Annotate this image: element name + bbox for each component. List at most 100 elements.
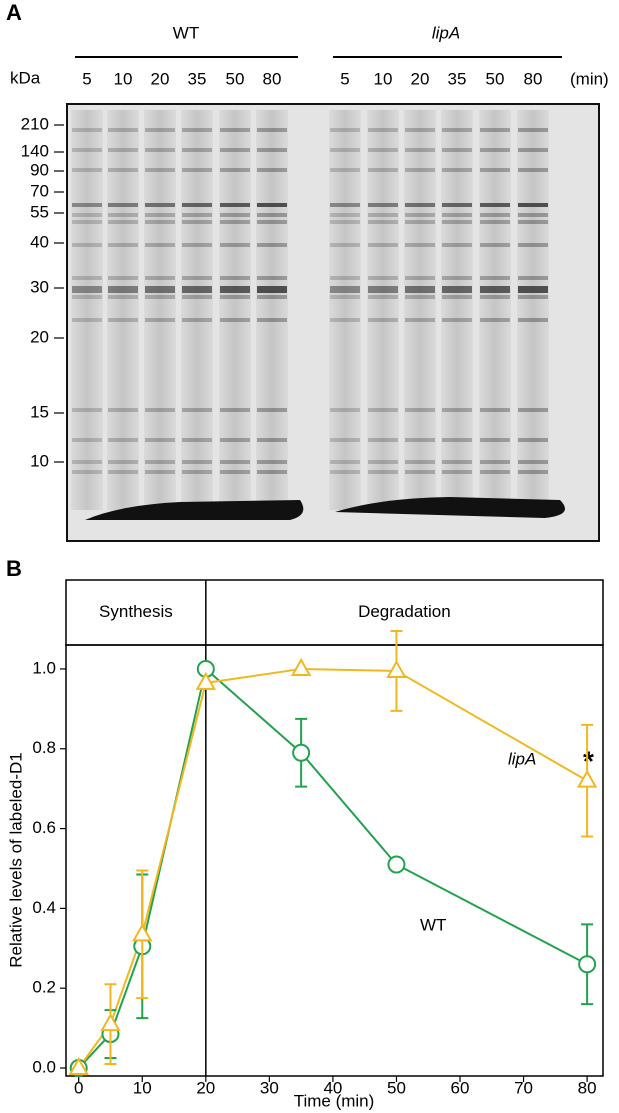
band	[480, 276, 510, 280]
band	[145, 438, 175, 442]
band	[518, 295, 548, 299]
band	[442, 286, 472, 293]
band	[108, 295, 138, 299]
band	[182, 470, 212, 474]
band	[442, 148, 472, 152]
band	[518, 438, 548, 442]
band	[330, 203, 360, 207]
band	[480, 220, 510, 224]
x-tick-label: 50	[387, 1078, 406, 1097]
band	[145, 276, 175, 280]
band	[72, 203, 102, 207]
band	[108, 438, 138, 442]
band	[220, 470, 250, 474]
band	[257, 148, 287, 152]
band	[330, 408, 360, 412]
band	[518, 220, 548, 224]
band	[72, 128, 102, 132]
band	[257, 220, 287, 224]
data-point	[195, 671, 217, 690]
band	[182, 243, 212, 247]
band	[518, 148, 548, 152]
lane-label: 10	[114, 69, 133, 88]
lane	[517, 110, 549, 510]
band	[442, 276, 472, 280]
band	[108, 276, 138, 280]
band	[182, 220, 212, 224]
band	[220, 128, 250, 132]
band	[182, 148, 212, 152]
band	[480, 203, 510, 207]
band	[108, 203, 138, 207]
band	[182, 438, 212, 442]
band	[108, 128, 138, 132]
lane-label: 20	[151, 69, 170, 88]
band	[220, 318, 250, 322]
x-tick-label: 10	[133, 1078, 152, 1097]
band	[442, 128, 472, 132]
band	[518, 213, 548, 217]
band	[518, 243, 548, 247]
band	[518, 203, 548, 207]
band	[257, 243, 287, 247]
band	[368, 220, 398, 224]
series-annotation: lipA	[508, 749, 536, 768]
band	[145, 286, 175, 293]
band	[257, 408, 287, 412]
band	[518, 276, 548, 280]
marker-label: 55	[30, 202, 49, 221]
band	[257, 286, 287, 293]
band	[257, 276, 287, 280]
lane	[329, 110, 361, 510]
series-annotation: WT	[420, 915, 446, 934]
x-tick-label: 40	[323, 1078, 342, 1097]
band	[330, 318, 360, 322]
lane	[107, 110, 139, 510]
band	[72, 286, 102, 293]
band	[442, 203, 472, 207]
band	[330, 220, 360, 224]
band	[257, 168, 287, 172]
y-axis-label: Relative levels of labeled-D1	[6, 752, 25, 967]
band	[257, 318, 287, 322]
band	[108, 220, 138, 224]
band	[182, 276, 212, 280]
band	[220, 438, 250, 442]
band	[405, 460, 435, 464]
y-tick-label: 1.0	[32, 658, 56, 677]
gel-front	[335, 497, 565, 518]
lane-label: 5	[82, 69, 91, 88]
band	[182, 203, 212, 207]
phase-header	[65, 579, 604, 646]
marker-label: 70	[30, 181, 49, 200]
band	[405, 408, 435, 412]
band	[480, 243, 510, 247]
band	[480, 295, 510, 299]
y-tick-label: 0.4	[32, 898, 56, 917]
band	[368, 318, 398, 322]
band	[518, 408, 548, 412]
band	[330, 243, 360, 247]
y-tick-label: 0.8	[32, 738, 56, 757]
band	[72, 243, 102, 247]
marker-label: 210	[21, 114, 49, 133]
band	[72, 168, 102, 172]
marker-label: 15	[30, 402, 49, 421]
plot-frame	[65, 644, 604, 1077]
band	[72, 318, 102, 322]
band	[405, 286, 435, 293]
lane	[219, 110, 251, 510]
band	[480, 168, 510, 172]
band	[72, 220, 102, 224]
band	[72, 295, 102, 299]
band	[442, 438, 472, 442]
band	[442, 470, 472, 474]
band	[108, 213, 138, 217]
series-line	[77, 667, 588, 1069]
marker-label: 40	[30, 232, 49, 251]
band	[182, 286, 212, 293]
lane	[479, 110, 511, 510]
band	[182, 295, 212, 299]
band	[442, 168, 472, 172]
marker-label: 30	[30, 277, 49, 296]
